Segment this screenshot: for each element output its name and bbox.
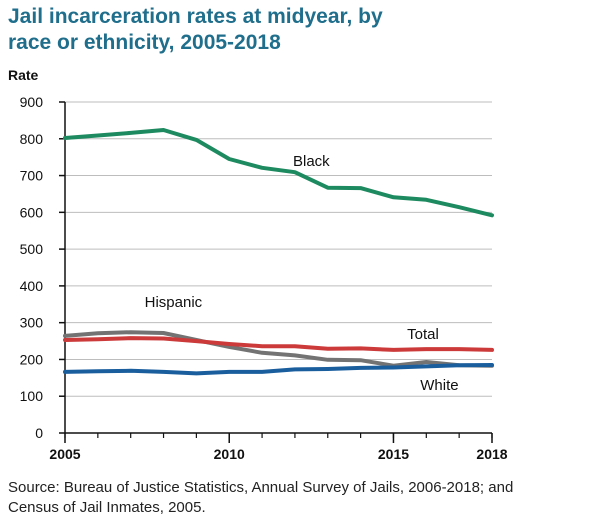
y-tick-label: 0: [35, 425, 43, 441]
x-tick-label: 2005: [49, 446, 80, 462]
series-line-black: [63, 128, 494, 218]
series-label-white: White: [420, 377, 458, 394]
y-tick-label: 100: [20, 388, 44, 404]
y-axis-label: Rate: [8, 67, 39, 83]
y-tick-label: 800: [20, 131, 44, 147]
y-axis: Rate 0 100 200 300 400 500 600 700 800 900: [8, 67, 66, 441]
y-tick-label: 200: [20, 351, 44, 367]
chart-title: Jail incarceration rates at midyear, by …: [8, 5, 383, 54]
series-line-total: [63, 336, 494, 352]
y-tick-label: 500: [20, 241, 44, 257]
series-label-total: Total: [407, 326, 439, 343]
x-axis: 2005 2010 2015 2018: [49, 432, 508, 462]
y-tick-label: 600: [20, 204, 44, 220]
series-line-hispanic: [63, 330, 494, 368]
gridlines: [65, 101, 492, 397]
x-tick-label: 2010: [214, 446, 245, 462]
source-note: Source: Bureau of Justice Statistics, An…: [8, 479, 514, 516]
series-line-white: [63, 363, 494, 376]
y-tick-label: 900: [20, 94, 44, 110]
y-tick-label: 700: [20, 168, 44, 184]
x-tick-label: 2018: [476, 446, 507, 462]
series-label-black: Black: [293, 153, 330, 170]
series-label-hispanic: Hispanic: [145, 294, 203, 311]
y-tick-label: 300: [20, 315, 44, 331]
series-labels: Black Hispanic Total White: [145, 153, 459, 394]
x-tick-label: 2015: [378, 446, 409, 462]
y-tick-label: 400: [20, 278, 44, 294]
series-lines: [63, 128, 494, 376]
